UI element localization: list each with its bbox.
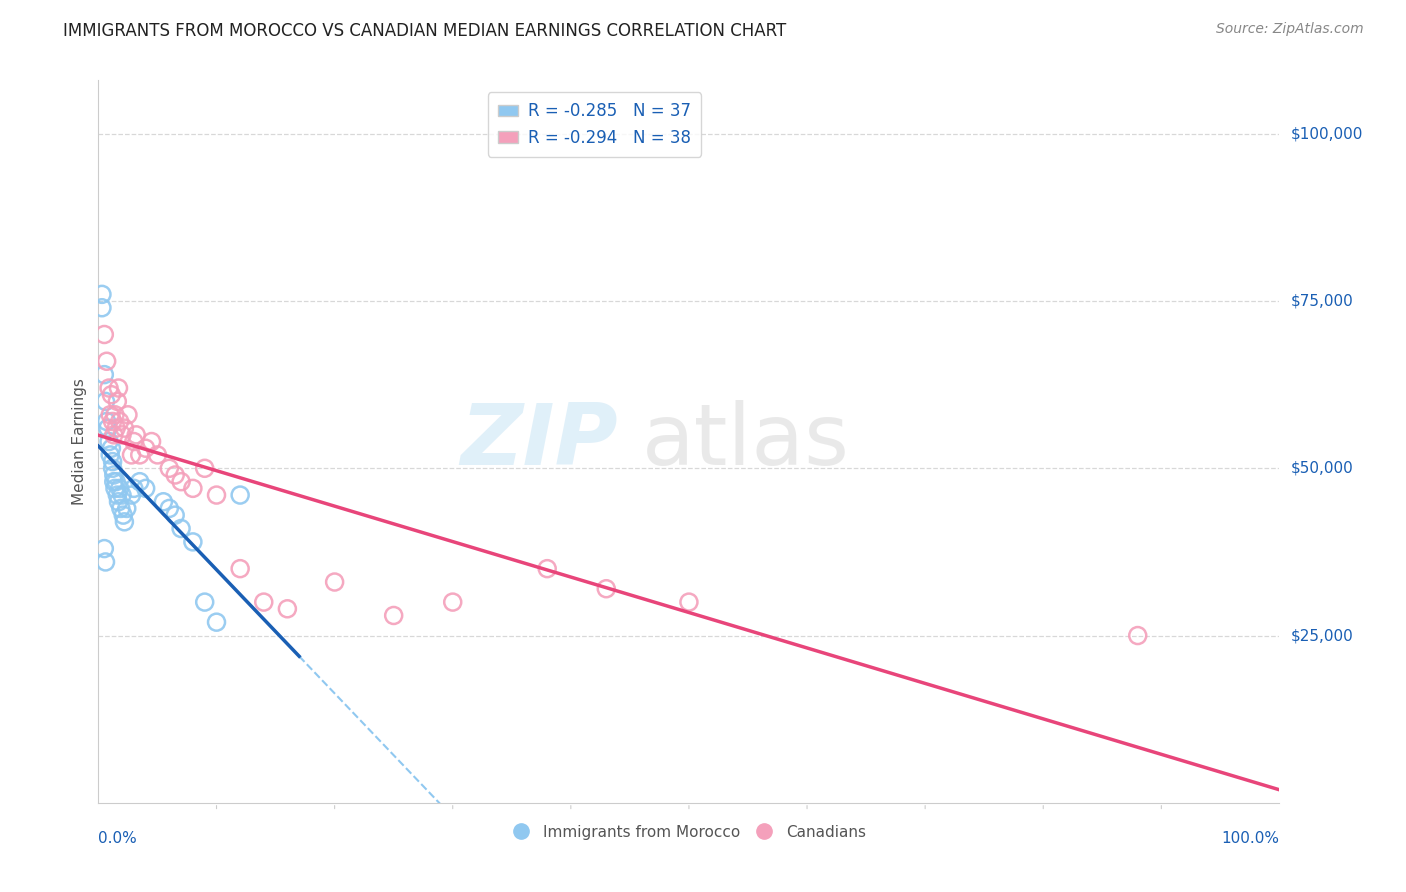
Point xyxy=(205,488,228,502)
Point xyxy=(93,368,115,382)
Point xyxy=(595,582,617,596)
Point xyxy=(141,434,163,449)
Point xyxy=(91,301,114,315)
Point xyxy=(104,482,127,496)
Text: $100,000: $100,000 xyxy=(1291,127,1362,141)
Point xyxy=(105,394,128,409)
Point xyxy=(112,508,135,523)
Text: 100.0%: 100.0% xyxy=(1222,830,1279,846)
Text: $75,000: $75,000 xyxy=(1291,293,1354,309)
Point xyxy=(94,394,117,409)
Text: $25,000: $25,000 xyxy=(1291,628,1354,643)
Point xyxy=(1126,628,1149,642)
Point xyxy=(115,501,138,516)
Point xyxy=(128,448,150,462)
Point xyxy=(105,475,128,489)
Point xyxy=(110,501,132,516)
Point xyxy=(229,562,252,576)
Point xyxy=(323,575,346,590)
Text: 0.0%: 0.0% xyxy=(98,830,138,846)
Text: atlas: atlas xyxy=(641,400,849,483)
Point xyxy=(103,475,125,489)
Text: $50,000: $50,000 xyxy=(1291,461,1354,475)
Point xyxy=(103,467,125,482)
Point xyxy=(101,414,124,428)
Point xyxy=(122,434,145,449)
Point xyxy=(382,608,405,623)
Point xyxy=(678,595,700,609)
Point xyxy=(135,441,157,455)
Point xyxy=(170,475,193,489)
Point xyxy=(125,427,148,442)
Point xyxy=(91,287,114,301)
Point xyxy=(100,441,122,455)
Point xyxy=(112,515,135,529)
Point xyxy=(122,482,145,496)
Point xyxy=(105,488,128,502)
Point xyxy=(181,534,204,549)
Point xyxy=(276,602,298,616)
Point xyxy=(229,488,252,502)
Point xyxy=(107,494,129,508)
Point xyxy=(93,327,115,342)
Point xyxy=(112,421,135,435)
Point xyxy=(194,595,217,609)
Text: ZIP: ZIP xyxy=(460,400,619,483)
Point xyxy=(152,494,174,508)
Point xyxy=(170,521,193,535)
Text: Source: ZipAtlas.com: Source: ZipAtlas.com xyxy=(1216,22,1364,37)
Text: IMMIGRANTS FROM MOROCCO VS CANADIAN MEDIAN EARNINGS CORRELATION CHART: IMMIGRANTS FROM MOROCCO VS CANADIAN MEDI… xyxy=(63,22,786,40)
Point xyxy=(101,454,124,469)
Point xyxy=(97,421,120,435)
Point xyxy=(121,448,143,462)
Legend: Immigrants from Morocco, Canadians: Immigrants from Morocco, Canadians xyxy=(506,819,872,846)
Point xyxy=(103,427,125,442)
Point xyxy=(117,408,139,422)
Point xyxy=(94,555,117,569)
Point xyxy=(96,414,118,428)
Point xyxy=(157,501,180,516)
Point xyxy=(146,448,169,462)
Point xyxy=(121,488,143,502)
Point xyxy=(108,482,131,496)
Point xyxy=(157,461,180,475)
Point xyxy=(101,461,124,475)
Point xyxy=(194,461,217,475)
Point xyxy=(98,448,121,462)
Point xyxy=(205,615,228,630)
Point xyxy=(107,381,129,395)
Point xyxy=(536,562,558,576)
Point xyxy=(135,482,157,496)
Point xyxy=(441,595,464,609)
Point xyxy=(98,434,121,449)
Y-axis label: Median Earnings: Median Earnings xyxy=(72,378,87,505)
Point xyxy=(105,421,128,435)
Point xyxy=(181,482,204,496)
Point xyxy=(98,408,121,422)
Point xyxy=(96,354,118,368)
Point xyxy=(100,387,122,401)
Point xyxy=(165,467,187,482)
Point xyxy=(253,595,276,609)
Point xyxy=(98,381,121,395)
Point xyxy=(128,475,150,489)
Point xyxy=(111,427,134,442)
Point xyxy=(165,508,187,523)
Point xyxy=(108,414,131,428)
Point xyxy=(111,488,134,502)
Point xyxy=(104,408,127,422)
Point xyxy=(93,541,115,556)
